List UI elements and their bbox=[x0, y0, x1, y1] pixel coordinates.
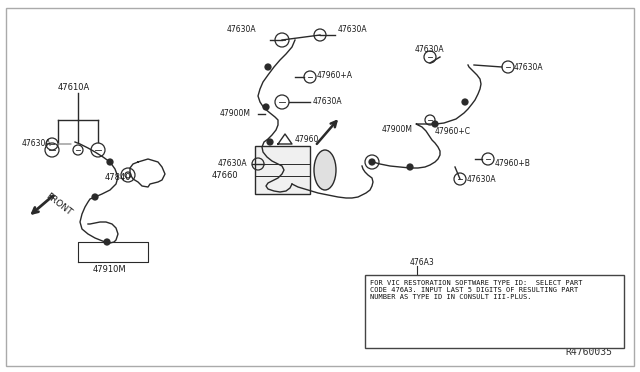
Bar bbox=[255, 146, 310, 194]
Text: 47960+A: 47960+A bbox=[317, 71, 353, 80]
Text: 47630A: 47630A bbox=[338, 26, 367, 35]
Circle shape bbox=[432, 121, 438, 127]
Ellipse shape bbox=[314, 150, 336, 190]
Text: 47910M: 47910M bbox=[93, 264, 127, 273]
Circle shape bbox=[107, 159, 113, 165]
Circle shape bbox=[263, 104, 269, 110]
Circle shape bbox=[462, 99, 468, 105]
Bar bbox=[365, 275, 624, 348]
Circle shape bbox=[92, 194, 98, 200]
Text: 47840: 47840 bbox=[105, 173, 131, 183]
Text: 47630A: 47630A bbox=[227, 26, 257, 35]
Circle shape bbox=[267, 139, 273, 145]
Text: 47960: 47960 bbox=[295, 135, 319, 144]
Circle shape bbox=[104, 239, 110, 245]
Text: 47960+C: 47960+C bbox=[435, 128, 471, 137]
Circle shape bbox=[265, 64, 271, 70]
Circle shape bbox=[407, 164, 413, 170]
Text: R4760035: R4760035 bbox=[565, 347, 612, 357]
Text: 47630A: 47630A bbox=[22, 140, 52, 148]
Text: 47900M: 47900M bbox=[382, 125, 413, 134]
Text: FRONT: FRONT bbox=[44, 191, 74, 217]
Text: 47660: 47660 bbox=[211, 170, 238, 180]
Text: 47610A: 47610A bbox=[58, 83, 90, 92]
Text: 476A3: 476A3 bbox=[410, 258, 435, 267]
Text: 47630A: 47630A bbox=[218, 160, 248, 169]
Text: FOR VIC RESTORATION SOFTWARE TYPE ID:  SELECT PART
CODE 476A3. INPUT LAST 5 DIGI: FOR VIC RESTORATION SOFTWARE TYPE ID: SE… bbox=[370, 280, 582, 300]
Text: 47630A: 47630A bbox=[313, 97, 342, 106]
Text: 47630A: 47630A bbox=[514, 62, 543, 71]
Text: 47630A: 47630A bbox=[467, 176, 497, 185]
Text: 47960+B: 47960+B bbox=[495, 160, 531, 169]
Text: 47630A: 47630A bbox=[415, 45, 445, 55]
Circle shape bbox=[369, 159, 375, 165]
Text: 47900M: 47900M bbox=[220, 109, 251, 119]
